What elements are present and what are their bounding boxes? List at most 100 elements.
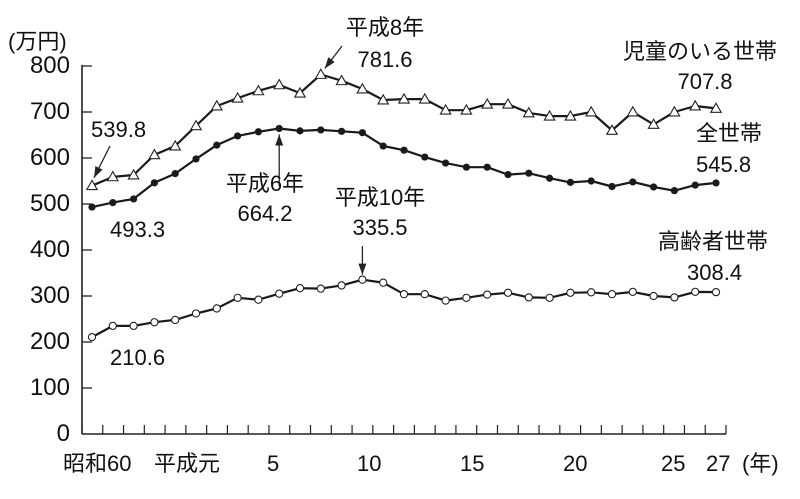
annotation-elder-first: 210.6 <box>110 345 166 370</box>
annotation-elder-peak-value: 335.5 <box>352 215 408 240</box>
data-point-filled-circle <box>296 127 304 135</box>
data-point-filled-circle <box>234 132 242 140</box>
series-label-all: 全世帯 <box>696 121 763 146</box>
annotation-all-peak-year: 平成6年 <box>225 171 305 196</box>
y-tick-600: 600 <box>29 144 70 171</box>
data-point-open-circle <box>191 309 201 318</box>
data-point-filled-circle <box>88 203 96 211</box>
data-point-open-circle <box>87 332 97 342</box>
y-axis-unit-label: (万円) <box>8 29 67 54</box>
x-tick-showa60: 昭和60 <box>63 451 132 476</box>
data-point-triangle <box>106 170 119 182</box>
series-label-child: 児童のいる世帯 <box>622 39 777 64</box>
data-point-open-circle <box>524 293 533 302</box>
data-point-open-circle <box>503 288 513 297</box>
y-tick-700: 700 <box>29 98 70 125</box>
annotation-all-peak-value: 664.2 <box>237 201 293 226</box>
arrow-head-icon <box>358 263 367 275</box>
data-point-filled-circle <box>358 129 366 137</box>
data-point-triangle <box>335 74 348 86</box>
data-point-open-circle <box>628 287 637 297</box>
annotation-all-last: 545.8 <box>696 152 752 177</box>
data-point-triangle <box>189 119 203 131</box>
annotation-child-peak-year: 平成8年 <box>345 15 425 40</box>
data-point-filled-circle <box>338 127 346 135</box>
data-point-triangle <box>231 91 244 103</box>
data-point-open-circle <box>587 288 596 297</box>
data-point-filled-circle <box>670 187 679 195</box>
data-point-filled-circle <box>171 170 179 178</box>
y-tick-500: 500 <box>29 190 70 217</box>
data-point-filled-circle <box>379 142 387 150</box>
y-tick-300: 300 <box>29 282 70 309</box>
data-point-filled-circle <box>400 146 408 154</box>
data-point-triangle <box>605 124 619 135</box>
series-line <box>91 73 717 187</box>
data-point-triangle <box>709 102 723 113</box>
data-point-triangle <box>356 82 369 94</box>
data-point-open-circle <box>420 290 429 299</box>
x-tick-27: 27 <box>706 451 731 476</box>
data-point-triangle <box>314 68 327 79</box>
data-point-triangle <box>273 78 286 90</box>
data-point-open-circle <box>462 293 471 302</box>
data-point-open-circle <box>337 281 346 290</box>
data-point-filled-circle <box>546 174 554 182</box>
data-point-filled-circle <box>421 153 429 161</box>
data-point-filled-circle <box>566 178 575 186</box>
data-point-filled-circle <box>587 177 595 185</box>
data-point-triangle <box>418 92 431 104</box>
data-point-open-circle <box>108 321 117 331</box>
annotation-elder-peak-year: 平成10年 <box>334 185 426 210</box>
data-point-triangle <box>501 97 515 109</box>
data-point-open-circle <box>150 318 159 327</box>
data-point-open-circle <box>483 290 492 299</box>
annotation-all-first: 493.3 <box>110 217 166 242</box>
data-point-triangle <box>564 109 577 121</box>
x-tick-20: 20 <box>563 451 588 476</box>
data-point-triangle <box>148 148 161 160</box>
series-label-elder: 高齢者世帯 <box>658 229 769 254</box>
data-point-filled-circle <box>317 126 325 134</box>
y-tick-400: 400 <box>29 236 70 263</box>
data-point-filled-circle <box>109 199 117 207</box>
data-point-open-circle <box>566 288 575 297</box>
data-point-open-circle <box>295 284 305 293</box>
y-tick-0: 0 <box>56 420 70 447</box>
data-point-open-circle <box>233 293 242 302</box>
annotation-child-last: 707.8 <box>677 69 733 94</box>
data-point-triangle <box>127 168 140 180</box>
y-tick-200: 200 <box>29 328 70 355</box>
data-point-filled-circle <box>462 163 470 171</box>
data-point-filled-circle <box>130 195 138 203</box>
data-point-open-circle <box>129 321 138 331</box>
data-point-triangle <box>397 92 411 104</box>
data-point-open-circle <box>545 293 554 302</box>
data-point-open-circle <box>711 287 721 297</box>
data-point-filled-circle <box>629 178 637 186</box>
data-point-open-circle <box>379 278 388 287</box>
data-point-open-circle <box>358 275 367 284</box>
data-point-filled-circle <box>275 124 283 133</box>
data-point-triangle <box>647 118 660 129</box>
data-point-open-circle <box>670 293 679 302</box>
data-point-open-circle <box>399 290 409 299</box>
data-point-filled-circle <box>442 159 450 167</box>
data-point-triangle <box>689 99 702 111</box>
y-tick-100: 100 <box>29 374 70 401</box>
data-point-triangle <box>668 105 681 117</box>
y-tick-800: 800 <box>29 52 70 79</box>
arrow-head-icon <box>94 166 103 178</box>
series-line <box>91 278 717 339</box>
data-point-triangle <box>626 105 639 117</box>
arrow-head-icon <box>275 134 284 146</box>
data-point-triangle <box>585 105 598 117</box>
annotation-child-peak-value: 781.6 <box>357 47 413 72</box>
series-lines <box>85 68 723 342</box>
data-point-filled-circle <box>504 170 512 179</box>
data-point-open-circle <box>441 296 450 305</box>
data-point-filled-circle <box>712 179 720 187</box>
data-point-open-circle <box>649 291 658 301</box>
data-point-filled-circle <box>650 183 658 191</box>
